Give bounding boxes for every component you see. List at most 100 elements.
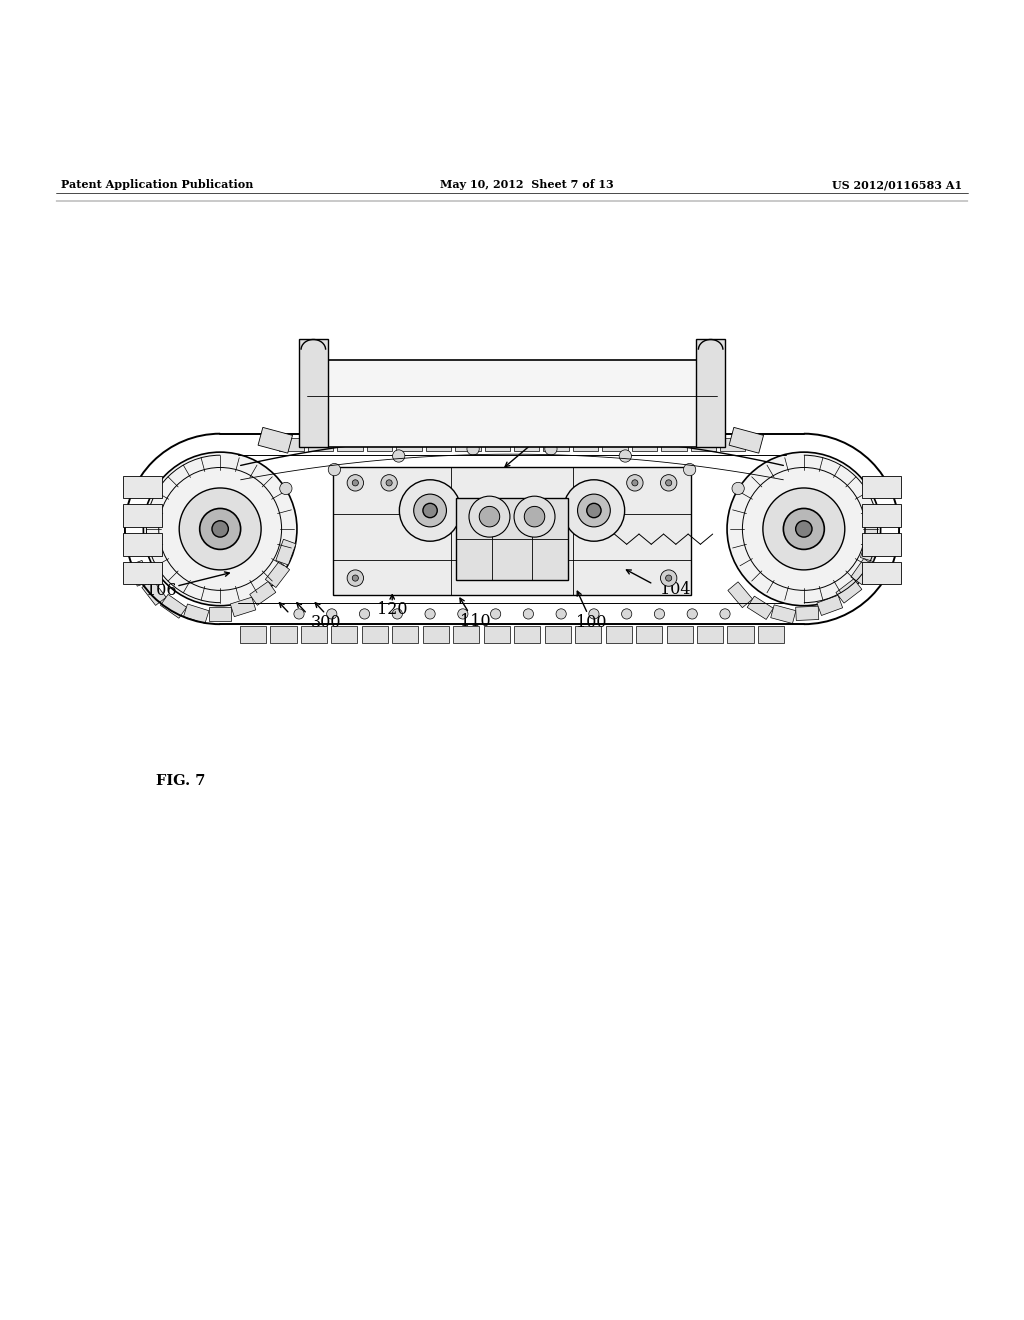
Circle shape	[578, 494, 610, 527]
Circle shape	[783, 508, 824, 549]
Bar	[333, 467, 691, 595]
Bar	[123, 533, 162, 556]
Circle shape	[347, 475, 364, 491]
Circle shape	[627, 475, 643, 491]
Circle shape	[327, 609, 337, 619]
Bar	[575, 626, 601, 643]
Bar	[361, 626, 388, 643]
Bar	[394, 421, 427, 442]
Bar	[851, 558, 874, 585]
Bar	[636, 626, 663, 643]
Circle shape	[683, 463, 695, 475]
Circle shape	[687, 609, 697, 619]
Circle shape	[563, 479, 625, 541]
Bar	[265, 561, 290, 587]
Bar	[338, 438, 362, 451]
Circle shape	[727, 453, 881, 606]
Circle shape	[423, 503, 437, 517]
Text: 110: 110	[460, 612, 490, 630]
Circle shape	[589, 609, 599, 619]
Bar	[862, 504, 901, 527]
Text: FIG. 7: FIG. 7	[156, 774, 205, 788]
Circle shape	[458, 609, 468, 619]
Circle shape	[381, 475, 397, 491]
Bar	[864, 513, 877, 536]
Circle shape	[632, 479, 638, 486]
Bar	[423, 626, 449, 643]
Bar	[573, 438, 598, 451]
Circle shape	[479, 507, 500, 527]
Bar	[796, 606, 819, 620]
Bar	[483, 626, 510, 643]
Text: 120: 120	[377, 602, 408, 618]
Bar	[540, 420, 574, 445]
Circle shape	[654, 609, 665, 619]
Bar	[727, 626, 754, 643]
Bar	[758, 626, 784, 643]
Circle shape	[399, 479, 461, 541]
Circle shape	[392, 450, 404, 462]
Circle shape	[732, 482, 744, 495]
Circle shape	[414, 494, 446, 527]
Circle shape	[666, 479, 672, 486]
Bar	[129, 561, 150, 586]
Bar	[426, 438, 452, 451]
Circle shape	[796, 520, 812, 537]
Circle shape	[329, 463, 341, 475]
Text: 100: 100	[575, 614, 606, 631]
Bar	[602, 438, 628, 451]
Circle shape	[392, 609, 402, 619]
Circle shape	[212, 520, 228, 537]
Circle shape	[352, 576, 358, 581]
Circle shape	[524, 507, 545, 527]
Bar	[514, 438, 540, 451]
Bar	[240, 626, 266, 643]
Bar	[545, 626, 571, 643]
Circle shape	[425, 609, 435, 619]
Bar	[697, 626, 723, 643]
Circle shape	[179, 488, 261, 570]
Bar	[301, 626, 327, 643]
Circle shape	[666, 576, 672, 581]
Bar	[308, 438, 334, 451]
Bar	[862, 475, 901, 498]
Bar	[728, 582, 753, 607]
Bar	[836, 579, 862, 603]
Circle shape	[386, 479, 392, 486]
Bar	[696, 339, 725, 447]
Circle shape	[490, 609, 501, 619]
Circle shape	[280, 482, 292, 495]
Circle shape	[347, 570, 364, 586]
Bar	[258, 428, 293, 453]
Circle shape	[622, 609, 632, 619]
Bar	[720, 438, 745, 451]
Bar	[637, 424, 668, 442]
Circle shape	[523, 609, 534, 619]
Bar	[771, 605, 796, 623]
Circle shape	[200, 508, 241, 549]
Bar	[270, 626, 297, 643]
Text: Patent Application Publication: Patent Application Publication	[61, 180, 254, 190]
Bar	[484, 438, 510, 451]
Bar	[860, 536, 880, 561]
Bar	[304, 425, 337, 446]
Bar	[396, 438, 422, 451]
Bar	[209, 607, 231, 620]
Circle shape	[469, 496, 510, 537]
Bar	[455, 438, 480, 451]
Circle shape	[545, 442, 557, 455]
Bar	[817, 595, 843, 615]
Bar	[183, 605, 209, 623]
Circle shape	[143, 453, 297, 606]
Text: May 10, 2012  Sheet 7 of 13: May 10, 2012 Sheet 7 of 13	[440, 180, 614, 190]
Bar	[279, 438, 304, 451]
Bar	[275, 540, 296, 565]
Bar	[437, 420, 472, 445]
Bar	[683, 425, 716, 446]
Bar	[605, 626, 632, 643]
Text: 104: 104	[660, 581, 691, 598]
Bar	[142, 579, 166, 606]
Bar	[230, 597, 256, 616]
Circle shape	[294, 609, 304, 619]
Bar	[662, 438, 687, 451]
